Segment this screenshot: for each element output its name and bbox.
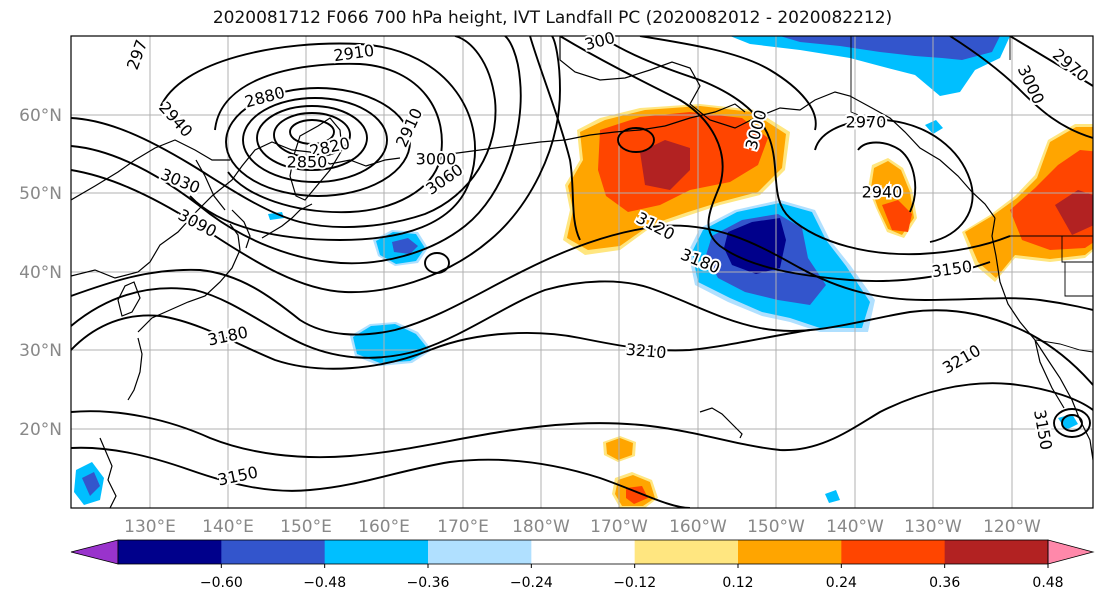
longitude-labels: 130°E 140°E 150°E 160°E 170°E 180°W 170°W 160°W… — [124, 517, 1041, 537]
colorbar-segment — [428, 540, 532, 564]
ivt-shade-patch — [268, 212, 284, 220]
contour-label: 3210 — [625, 340, 667, 362]
longitude-label: 120°W — [983, 517, 1041, 537]
colorbar-segment — [841, 540, 946, 564]
latitude-label: 60°N — [19, 106, 62, 126]
latitude-labels: 60°N 50°N 40°N 30°N 20°N — [19, 106, 62, 440]
colorbar-tick-labels: −0.60 −0.48 −0.36 −0.24 −0.12 0.12 0.24 0.36 0.4… — [200, 564, 1064, 591]
longitude-label: 140°E — [202, 517, 254, 537]
ivt-shade-patch — [640, 140, 690, 190]
ivt-shade-patch — [825, 490, 840, 503]
colorbar-extend-max — [1047, 539, 1095, 565]
colorbar-segment — [944, 540, 1049, 564]
colorbar — [70, 539, 1095, 565]
longitude-label: 160°W — [669, 517, 727, 537]
height-contours — [71, 36, 1093, 508]
ivt-shade-patch — [392, 238, 418, 254]
colorbar-segment — [531, 540, 636, 564]
colorbar-tick-label: 0.12 — [722, 575, 753, 591]
contour-label: 2850 — [287, 153, 328, 172]
colorbar-tick-label: −0.48 — [303, 575, 346, 591]
borders — [850, 36, 1093, 353]
longitude-label: 170°W — [590, 517, 648, 537]
longitude-label: 150°E — [280, 517, 332, 537]
ivt-shade-patch — [882, 200, 912, 232]
map-frame — [70, 35, 1094, 509]
colorbar-tick-label: 0.24 — [826, 575, 857, 591]
colorbar-tick-label: 0.36 — [929, 575, 960, 591]
colorbar-extend-min — [70, 539, 119, 565]
ivt-shade-patch — [82, 472, 100, 496]
colorbar-segment — [738, 540, 842, 564]
colorbar-segment — [634, 540, 739, 564]
colorbar-segment — [118, 540, 222, 564]
longitude-label: 130°E — [124, 517, 176, 537]
ivt-shade-patch — [780, 36, 1000, 60]
latitude-label: 30°N — [19, 341, 62, 361]
ivt-shade-patch — [1055, 190, 1093, 235]
colorbar-segment — [221, 540, 326, 564]
latitude-label: 50°N — [19, 184, 62, 204]
longitude-label: 180°W — [512, 517, 570, 537]
latitude-label: 40°N — [19, 263, 62, 283]
longitude-label: 170°E — [437, 517, 489, 537]
colorbar-tick-label: −0.60 — [200, 575, 243, 591]
ivt-shade-patch — [925, 120, 943, 134]
longitude-label: 160°E — [358, 517, 410, 537]
longitude-label: 130°W — [904, 517, 962, 537]
colorbar-tick-label: 0.48 — [1032, 575, 1063, 591]
colorbar-tick-label: −0.36 — [407, 575, 450, 591]
colorbar-segment — [324, 540, 429, 564]
latitude-label: 20°N — [19, 420, 62, 440]
colorbar-tick-label: −0.12 — [613, 575, 656, 591]
ivt-shade-patch — [724, 218, 786, 274]
map-title: 2020081712 F066 700 hPa height, IVT Land… — [212, 8, 893, 28]
contour-label: 2940 — [862, 183, 903, 202]
contour-label: 2970 — [846, 113, 887, 132]
colorbar-tick-label: −0.24 — [510, 575, 553, 591]
longitude-label: 140°W — [826, 517, 884, 537]
colorbar-outline — [117, 539, 1049, 565]
contour-label: 3000 — [416, 150, 457, 169]
longitude-label: 150°W — [747, 517, 805, 537]
